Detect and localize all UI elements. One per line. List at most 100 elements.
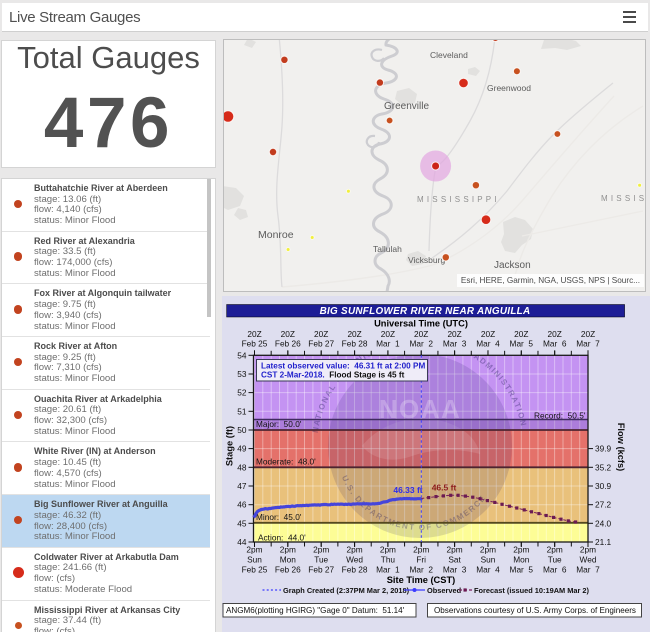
svg-text:48: 48 [237,462,247,472]
svg-text:2pm: 2pm [413,545,429,555]
svg-text:51: 51 [237,406,247,416]
svg-text:Graph Created (2:37PM Mar 2, 2: Graph Created (2:37PM Mar 2, 2018) [283,586,410,595]
svg-text:Mar 6: Mar 6 [543,339,567,349]
svg-text:Feb 28: Feb 28 [342,565,368,575]
svg-text:20Z: 20Z [347,329,361,339]
svg-text:2pm: 2pm [347,545,363,555]
svg-text:Greenville: Greenville [384,101,429,112]
svg-text:Mar 4: Mar 4 [476,565,500,575]
svg-text:ANGM6(plotting HGIRG) "Gage 0": ANGM6(plotting HGIRG) "Gage 0" Datum: 51… [226,606,405,615]
svg-text:2pm: 2pm [246,545,262,555]
svg-text:2pm: 2pm [280,545,296,555]
svg-text:Mar 5: Mar 5 [510,565,534,575]
svg-text:Mar 4: Mar 4 [476,339,500,349]
svg-text:Mar 7: Mar 7 [576,339,600,349]
svg-text:Fri: Fri [416,555,426,565]
svg-text:Feb 27: Feb 27 [308,339,334,349]
svg-text:Mar 6: Mar 6 [543,565,567,575]
svg-text:Feb 25: Feb 25 [242,339,268,349]
svg-text:Jackson: Jackson [494,260,531,271]
svg-text:Observed: Observed [427,586,462,595]
svg-text:20Z: 20Z [481,329,495,339]
svg-text:2pm: 2pm [313,545,329,555]
svg-text:20Z: 20Z [414,329,428,339]
svg-text:30.9: 30.9 [595,481,612,491]
svg-text:2pm: 2pm [480,545,496,555]
svg-text:50: 50 [237,425,247,435]
svg-text:Stage (ft): Stage (ft) [225,426,235,466]
svg-text:Record: 50.5': Record: 50.5' [534,411,586,421]
svg-text:BIG SUNFLOWER RIVER NEAR ANGUI: BIG SUNFLOWER RIVER NEAR ANGUILLA [320,306,531,317]
svg-text:39.9: 39.9 [595,444,612,454]
svg-text:20Z: 20Z [514,329,528,339]
svg-text:Greenwood: Greenwood [487,83,531,93]
svg-text:44: 44 [237,537,247,547]
svg-text:MISSISS: MISSISS [601,194,645,203]
svg-text:53: 53 [237,369,247,379]
svg-text:20Z: 20Z [548,329,562,339]
svg-text:35.2: 35.2 [595,462,612,472]
svg-text:Sun: Sun [481,555,496,565]
svg-text:Mon: Mon [513,555,530,565]
svg-text:Mar 2: Mar 2 [409,565,433,575]
svg-text:Tallulah: Tallulah [373,244,402,254]
svg-text:2pm: 2pm [380,545,396,555]
svg-text:54: 54 [237,350,247,360]
svg-text:52: 52 [237,388,247,398]
svg-text:Observations courtesy of U.S.: Observations courtesy of U.S. Army Corps… [434,606,636,615]
svg-text:46.5 ft: 46.5 ft [432,483,457,493]
svg-text:49: 49 [237,444,247,454]
svg-text:CST 2-Mar-2018. Flood Stage i: CST 2-Mar-2018. Flood Stage is 45 ft [261,371,405,380]
svg-text:Vicksburg: Vicksburg [408,255,445,265]
svg-text:47: 47 [237,481,247,491]
svg-text:Feb 26: Feb 26 [275,339,301,349]
svg-text:Mar 2: Mar 2 [409,339,433,349]
svg-text:Action: 44.0': Action: 44.0' [258,532,306,542]
svg-text:20Z: 20Z [381,329,395,339]
svg-text:20Z: 20Z [314,329,328,339]
svg-text:Feb 27: Feb 27 [308,565,334,575]
svg-text:Cleveland: Cleveland [430,50,468,60]
svg-text:Flow (kcfs): Flow (kcfs) [616,423,626,472]
svg-text:Sun: Sun [247,555,262,565]
svg-text:2pm: 2pm [513,545,529,555]
svg-text:Wed: Wed [580,555,597,565]
svg-text:Tue: Tue [548,555,562,565]
svg-text:Thu: Thu [381,555,396,565]
svg-text:45: 45 [237,518,247,528]
svg-text:Mar 5: Mar 5 [510,339,534,349]
svg-text:Mar 3: Mar 3 [443,339,467,349]
svg-text:Tue: Tue [314,555,328,565]
svg-text:20Z: 20Z [281,329,295,339]
svg-text:Forecast (issued 10:19AM Mar 2: Forecast (issued 10:19AM Mar 2) [474,586,590,595]
svg-text:Feb 25: Feb 25 [242,565,268,575]
svg-text:20Z: 20Z [581,329,595,339]
svg-text:Mar 1: Mar 1 [376,339,400,349]
svg-text:24.0: 24.0 [595,518,612,528]
svg-text:Sat: Sat [448,555,461,565]
svg-text:Feb 28: Feb 28 [342,339,368,349]
svg-text:Latest observed value: 46.31: Latest observed value: 46.31 ft at 2:00 … [261,362,425,371]
svg-text:21.1: 21.1 [595,537,612,547]
svg-text:20Z: 20Z [247,329,261,339]
svg-text:Mar 1: Mar 1 [376,565,400,575]
svg-text:Mar 3: Mar 3 [443,565,467,575]
svg-text:27.2: 27.2 [595,500,612,510]
svg-text:Moderate: 48.0': Moderate: 48.0' [256,457,316,467]
svg-text:Mar 7: Mar 7 [576,565,600,575]
svg-text:Universal Time (UTC): Universal Time (UTC) [374,319,468,329]
svg-text:Mon: Mon [280,555,297,565]
svg-text:Monroe: Monroe [258,229,294,241]
svg-text:Major: 50.0': Major: 50.0' [256,419,302,429]
svg-text:MISSISSIPPI: MISSISSIPPI [417,195,500,204]
svg-text:2pm: 2pm [447,545,463,555]
svg-text:2pm: 2pm [547,545,563,555]
svg-text:Site Time (CST): Site Time (CST) [387,575,456,585]
svg-text:Feb 26: Feb 26 [275,565,301,575]
svg-text:Minor: 45.0': Minor: 45.0' [256,512,302,522]
svg-text:46: 46 [237,500,247,510]
svg-text:2pm: 2pm [580,545,596,555]
svg-text:46.33 ft: 46.33 ft [393,485,422,495]
svg-text:Wed: Wed [346,555,363,565]
svg-text:20Z: 20Z [447,329,461,339]
